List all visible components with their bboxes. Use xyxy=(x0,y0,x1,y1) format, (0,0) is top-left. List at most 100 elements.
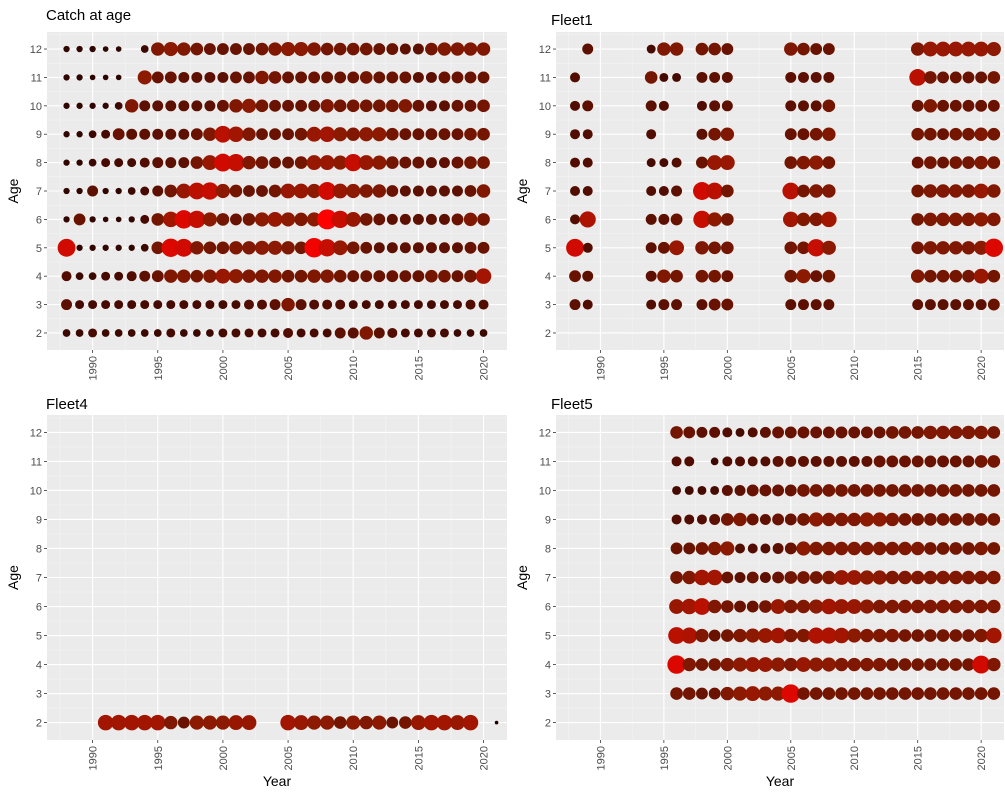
data-point xyxy=(178,100,190,112)
data-point xyxy=(911,484,925,497)
data-point xyxy=(386,43,399,55)
data-point xyxy=(464,241,477,254)
data-point xyxy=(296,328,306,338)
data-point xyxy=(451,71,464,84)
data-point xyxy=(140,300,150,310)
data-point xyxy=(936,269,950,283)
data-point xyxy=(823,455,835,467)
data-point xyxy=(268,42,282,56)
data-point xyxy=(821,657,836,672)
data-point xyxy=(243,185,255,197)
data-point xyxy=(659,158,669,168)
data-point xyxy=(720,541,735,556)
data-point xyxy=(847,512,861,527)
data-point xyxy=(308,71,321,84)
data-point xyxy=(386,127,399,141)
data-point xyxy=(924,71,937,84)
data-point xyxy=(784,128,797,141)
data-point xyxy=(320,269,334,283)
data-point xyxy=(810,299,822,311)
data-point xyxy=(770,627,786,644)
data-point xyxy=(570,186,581,196)
data-point xyxy=(721,184,734,198)
data-point xyxy=(987,484,1001,497)
data-point xyxy=(949,629,963,642)
data-point xyxy=(176,183,192,199)
data-point xyxy=(784,269,798,283)
data-point xyxy=(936,513,950,526)
data-point xyxy=(721,298,734,311)
data-point xyxy=(936,184,950,198)
data-point xyxy=(746,571,759,584)
data-point xyxy=(721,571,734,584)
data-point xyxy=(151,42,165,56)
data-point xyxy=(228,715,244,731)
data-point xyxy=(101,129,111,139)
data-point xyxy=(872,512,887,527)
data-point xyxy=(646,299,657,310)
data-point xyxy=(372,127,387,142)
data-point xyxy=(987,212,1001,227)
data-point xyxy=(333,127,348,142)
data-point xyxy=(784,426,797,439)
data-point xyxy=(139,100,151,112)
data-point xyxy=(936,658,950,671)
data-point xyxy=(645,213,657,225)
panel-fleet1: 1990 1995 2000 2005 2010 2015 2020 2 3 4 5 6 7 8 9 10 11… xyxy=(514,12,1004,380)
y-tick-label: 3 xyxy=(545,689,551,701)
data-point xyxy=(400,300,410,310)
data-point xyxy=(399,242,411,254)
x-tick-label: 2000 xyxy=(722,746,734,770)
data-point xyxy=(451,270,464,283)
data-point xyxy=(785,100,797,112)
data-point xyxy=(152,157,164,169)
data-point xyxy=(165,157,177,169)
data-point xyxy=(784,484,797,497)
data-point xyxy=(670,687,683,700)
data-point xyxy=(672,485,682,495)
data-point xyxy=(822,127,836,141)
data-point xyxy=(657,42,671,56)
data-point xyxy=(809,512,824,527)
data-point xyxy=(784,657,798,672)
data-point xyxy=(898,687,912,700)
data-point xyxy=(189,715,204,730)
data-point xyxy=(760,543,771,554)
data-point xyxy=(437,42,452,56)
data-point xyxy=(214,125,232,143)
data-point xyxy=(644,71,658,84)
data-point xyxy=(785,299,797,311)
data-point xyxy=(833,627,850,644)
data-point xyxy=(425,128,438,141)
data-point xyxy=(399,43,411,55)
data-point xyxy=(797,241,810,255)
data-point xyxy=(76,45,83,53)
data-point xyxy=(924,127,937,141)
data-point xyxy=(347,327,359,339)
data-point xyxy=(962,542,975,555)
data-point xyxy=(885,426,899,439)
data-point xyxy=(241,715,257,731)
data-point xyxy=(758,686,773,701)
data-point xyxy=(796,541,811,556)
data-point xyxy=(63,159,70,166)
x-tick-label: 2005 xyxy=(283,356,295,380)
data-point xyxy=(708,127,721,141)
data-point xyxy=(451,128,464,141)
data-point xyxy=(898,513,912,526)
data-point xyxy=(710,457,719,466)
data-point xyxy=(734,484,746,496)
data-point xyxy=(582,129,593,140)
data-point xyxy=(438,242,450,254)
data-point xyxy=(335,299,346,310)
data-point xyxy=(139,157,150,168)
data-point xyxy=(746,600,759,613)
data-point xyxy=(177,269,191,283)
data-point xyxy=(177,716,190,729)
data-point xyxy=(102,244,109,251)
data-point xyxy=(746,484,759,497)
data-point xyxy=(667,655,686,674)
data-point xyxy=(372,99,386,113)
x-tick-label: 1995 xyxy=(659,746,671,770)
data-point xyxy=(923,212,938,227)
